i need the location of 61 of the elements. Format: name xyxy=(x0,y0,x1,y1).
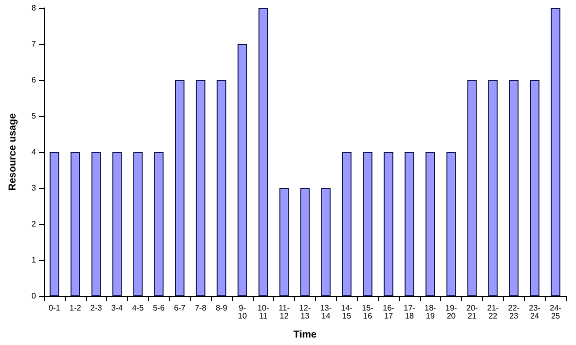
x-tick-label: 10-11 xyxy=(257,304,270,320)
bar xyxy=(404,152,414,296)
x-tick-label: 4-5 xyxy=(132,304,144,312)
bar xyxy=(384,152,394,296)
y-tick-label: 4 xyxy=(32,148,37,156)
bar xyxy=(488,80,498,296)
bar xyxy=(279,188,289,296)
y-tick-label: 0 xyxy=(32,292,37,300)
x-tick-label: 11-12 xyxy=(278,304,290,320)
bar xyxy=(426,152,435,296)
bar xyxy=(362,152,372,296)
y-tick-label: 2 xyxy=(32,220,37,228)
bar xyxy=(530,80,540,296)
bar xyxy=(92,152,101,296)
x-tick-label: 9-10 xyxy=(238,304,248,320)
x-axis-title: Time xyxy=(293,330,318,340)
bar xyxy=(509,80,518,296)
y-axis-title: Resource usage xyxy=(8,112,18,191)
x-tick-label: 17-18 xyxy=(404,304,416,320)
y-tick-label: 3 xyxy=(32,184,37,192)
x-tick-label: 20-21 xyxy=(466,304,478,320)
bar xyxy=(175,80,184,296)
x-tick-label: 0-1 xyxy=(48,304,61,312)
x-tick-label: 3-4 xyxy=(111,304,124,312)
x-tick-label: 23-24 xyxy=(528,304,541,320)
y-tick-label: 6 xyxy=(32,76,37,84)
x-tick-label: 24-25 xyxy=(550,304,562,320)
x-tick-label: 16-17 xyxy=(382,304,395,320)
bar xyxy=(446,152,456,296)
bar xyxy=(133,152,143,296)
y-tick-label: 1 xyxy=(32,256,37,264)
x-tick-label: 12-13 xyxy=(299,304,312,320)
bar xyxy=(550,8,560,296)
bar xyxy=(196,80,206,296)
bar xyxy=(258,8,268,296)
bar xyxy=(321,188,331,296)
bar xyxy=(70,152,80,296)
x-tick-label: 1-2 xyxy=(70,304,82,312)
bar xyxy=(467,80,477,296)
bar xyxy=(238,44,248,296)
x-tick-label: 18-19 xyxy=(424,304,436,320)
x-tick-label: 2-3 xyxy=(90,304,103,312)
x-tick-label: 21-22 xyxy=(487,304,500,320)
bar xyxy=(112,152,122,296)
y-tick-label: 8 xyxy=(32,4,37,12)
x-tick-label: 15-16 xyxy=(362,304,374,320)
x-tick-label: 6-7 xyxy=(174,304,186,312)
x-tick-label: 8-9 xyxy=(216,304,228,312)
bar xyxy=(342,152,352,296)
x-tick-label: 7-8 xyxy=(194,304,207,312)
x-tick-label: 19-20 xyxy=(445,304,458,320)
x-tick-label: 13-14 xyxy=(320,304,332,320)
x-tick-label: 5-6 xyxy=(153,304,166,312)
bar xyxy=(216,80,226,296)
bar xyxy=(300,188,310,296)
x-tick-label: 14-15 xyxy=(340,304,353,320)
y-tick-label: 7 xyxy=(32,40,37,48)
bar xyxy=(154,152,164,296)
x-tick-label: 22-23 xyxy=(508,304,520,320)
y-tick-label: 5 xyxy=(32,112,37,120)
bar xyxy=(50,152,60,296)
